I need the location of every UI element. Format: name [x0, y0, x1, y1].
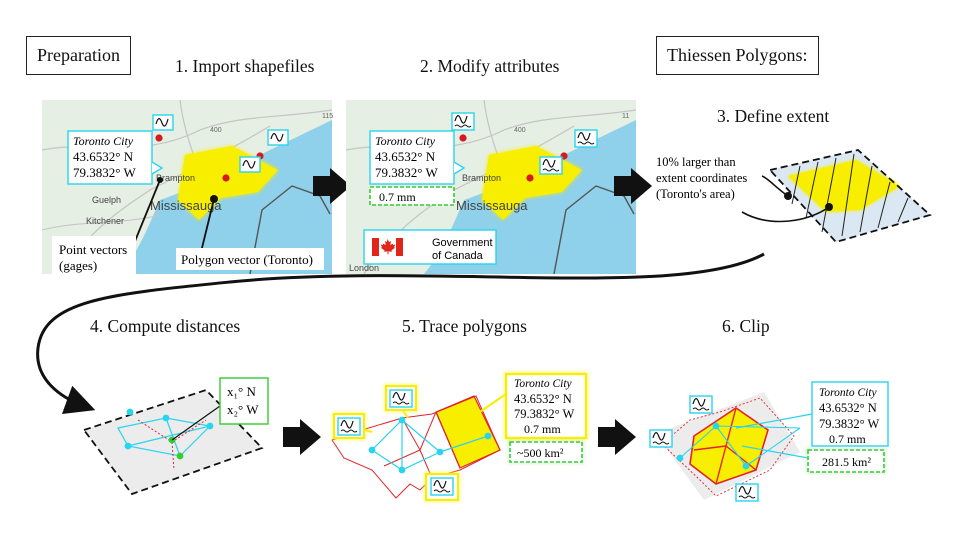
point-vectors-box — [52, 236, 136, 278]
thiessen-header-text: Thiessen Polygons: — [667, 45, 808, 65]
callout-2-precip: 0.7 mm — [379, 190, 416, 204]
mississauga-label: Mississauga — [150, 198, 222, 213]
point-vectors-leader — [132, 179, 161, 247]
step-1-title: 1. Import shapefiles — [175, 56, 315, 76]
x1-north-label: x₁° N — [227, 384, 256, 399]
extent-note-2: extent coordinates — [656, 171, 747, 185]
callout-1-lat: 43.6532° N — [73, 149, 134, 164]
polygon-vector-box — [176, 248, 324, 270]
trace-diagram — [331, 372, 588, 502]
clip-callout-lat: 43.6532° N — [819, 401, 877, 415]
extent-note-1: 10% larger than — [656, 155, 736, 169]
step-6-title: 6. Clip — [722, 316, 770, 336]
callout-1-name: Toronto City — [73, 134, 134, 148]
guelph-label: Guelph — [92, 195, 121, 205]
point-vectors-line1: Point vectors — [59, 242, 127, 257]
map2-road-11-label: 11 — [622, 113, 629, 120]
clip-diagram — [649, 381, 889, 502]
step-2-title: 2. Modify attributes — [420, 56, 560, 76]
callout-1-lon: 79.3832° W — [73, 165, 136, 180]
clip-area-label: 281.5 km² — [822, 455, 871, 469]
callout-2-name: Toronto City — [375, 134, 436, 148]
point-vectors-line2: (gages) — [59, 258, 97, 273]
road-400-label: 400 — [210, 127, 222, 134]
trace-callout-name: Toronto City — [514, 378, 573, 390]
toronto-callout-1: Toronto City 43.6532° N 79.3832° W — [67, 130, 164, 185]
trace-callout-precip: 0.7 mm — [524, 422, 561, 436]
map2-brampton-label: Brampton — [462, 173, 501, 183]
kitchener-label: Kitchener — [86, 216, 124, 226]
trace-callout-lat: 43.6532° N — [514, 392, 572, 406]
callout-2-lon: 79.3832° W — [375, 165, 438, 180]
clip-callout-lon: 79.3832° W — [819, 417, 880, 431]
distance-diagram — [82, 377, 269, 496]
arrow-5-to-6 — [598, 419, 636, 455]
toronto-callout-2: Toronto City 43.6532° N 79.3832° W 0.7 m… — [369, 130, 466, 206]
arrow-1-to-2 — [313, 168, 351, 204]
preparation-header-text: Preparation — [37, 45, 120, 65]
gov-line2: of Canada — [432, 250, 484, 262]
polygon-vector-label: Polygon vector (Toronto) — [181, 252, 313, 267]
map2-mississauga-label: Mississauga — [456, 198, 528, 213]
extent-diagram — [741, 149, 932, 244]
map2-road-400-label: 400 — [514, 127, 526, 134]
clip-callout-precip: 0.7 mm — [829, 432, 866, 446]
step-5-title: 5. Trace polygons — [402, 316, 527, 336]
preparation-header: Preparation — [26, 36, 131, 75]
flow-connector-3-to-4 — [36, 252, 765, 414]
callout-2-lat: 43.6532° N — [375, 149, 436, 164]
thiessen-header: Thiessen Polygons: — [656, 36, 819, 75]
arrow-4-to-5 — [283, 419, 321, 455]
step-4-title: 4. Compute distances — [90, 316, 241, 336]
gov-line1: Government — [432, 237, 493, 249]
road-115-label: 115 — [322, 113, 333, 120]
arrow-2-to-3 — [614, 168, 652, 204]
trace-area-label: ~500 km² — [517, 446, 564, 460]
polygon-vector-leader — [200, 198, 215, 253]
trace-callout-lon: 79.3832° W — [514, 407, 575, 421]
london-label: London — [349, 263, 379, 273]
extent-note-3: (Toronto's area) — [656, 187, 735, 201]
x2-west-label: x₂° W — [227, 402, 259, 417]
brampton-label: Brampton — [156, 173, 195, 183]
step-3-title: 3. Define extent — [717, 106, 830, 126]
government-of-canada-logo: Government of Canada — [363, 229, 497, 265]
clip-callout-name: Toronto City — [819, 387, 878, 399]
